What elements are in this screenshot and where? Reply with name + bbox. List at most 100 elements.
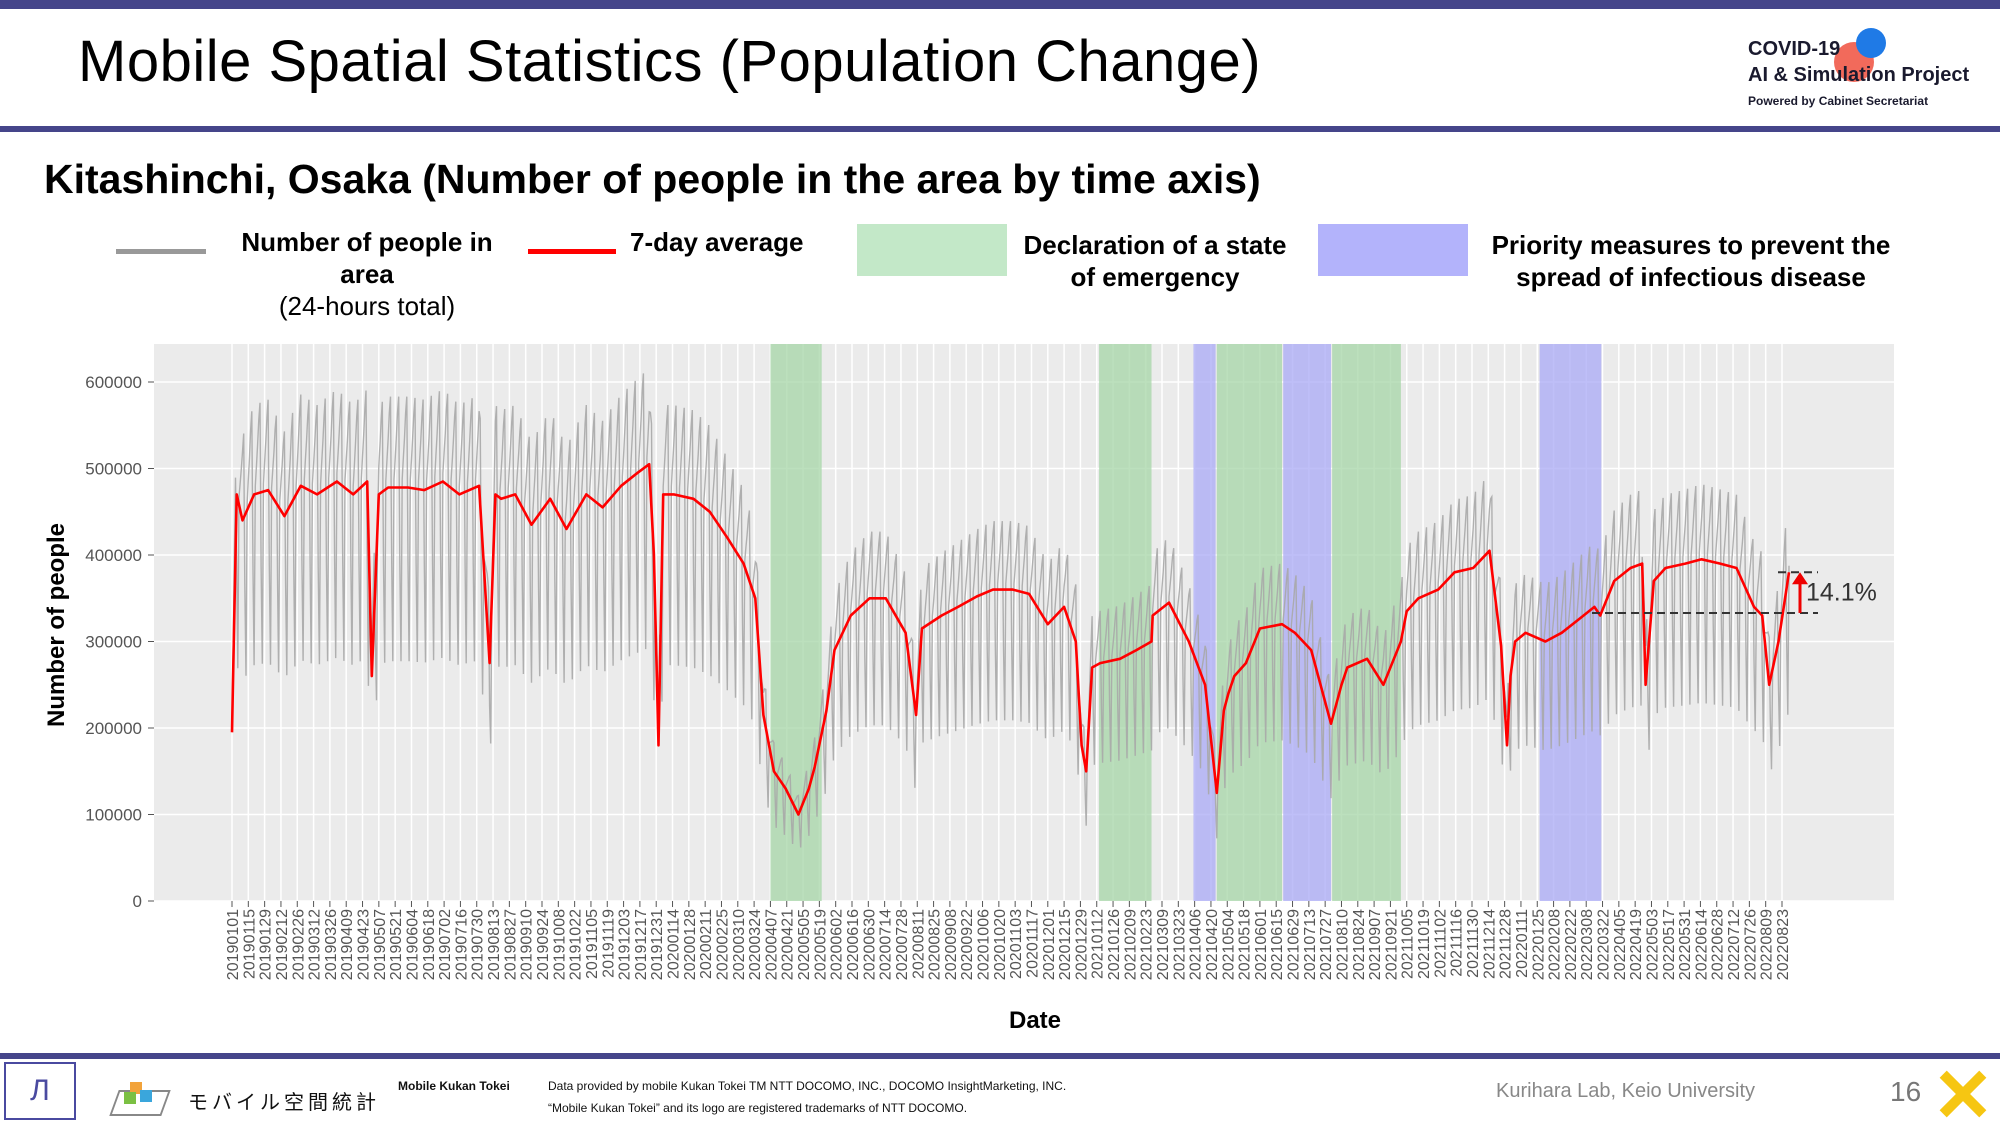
page-title: Mobile Spatial Statistics (Population Ch… — [78, 29, 1262, 94]
x-tick-label: 20190910 — [519, 909, 536, 980]
x-tick-label: 20190507 — [372, 909, 389, 980]
chart-title: Kitashinchi, Osaka (Number of people in … — [44, 156, 1261, 202]
x-tick-label: 20200310 — [731, 909, 748, 980]
credit-line-1: Data provided by mobile Kukan Tokei TM N… — [548, 1079, 1067, 1093]
x-tick-label: 20190827 — [502, 909, 519, 980]
x-tick-label: 20200728 — [894, 909, 911, 980]
x-tick-label: 20200922 — [959, 909, 976, 980]
axes-layer: 0 100000 200000 300000 400000 500000 600000 201… — [85, 373, 1792, 980]
x-tick-label: 20220405 — [1612, 909, 1629, 980]
legend-daily: Number of people in area (24-hours total… — [212, 226, 522, 322]
x-tick-label: 20190618 — [421, 909, 438, 980]
x-tick-label: 20201215 — [1057, 909, 1074, 980]
growth-percent-label: 14.1% — [1806, 579, 1877, 607]
x-tick-label: 20200811 — [910, 909, 927, 979]
x-tick-label: 20220222 — [1563, 909, 1580, 980]
x-tick-label: 20210209 — [1122, 909, 1139, 980]
x-tick-label: 20220419 — [1628, 909, 1645, 980]
x-tick-label: 20220308 — [1579, 909, 1596, 980]
x-tick-label: 20210518 — [1237, 909, 1254, 980]
x-tick-label: 20190115 — [241, 909, 258, 979]
y-tick-label: 600000 — [85, 373, 142, 392]
x-tick-label: 20210223 — [1139, 909, 1156, 980]
x-tick-label: 20190423 — [356, 909, 373, 980]
x-tick-label: 20200421 — [780, 909, 797, 980]
x-tick-label: 20210713 — [1302, 909, 1319, 980]
x-tick-label: 20190129 — [258, 909, 275, 980]
x-tick-label: 20200630 — [861, 909, 878, 980]
x-tick-label: 20190226 — [290, 909, 307, 980]
logo-line-1: COVID-19 — [1748, 38, 1841, 60]
shaded-periods — [770, 344, 1602, 901]
emergency-band — [1216, 344, 1283, 901]
top-accent-bar — [0, 0, 2000, 9]
x-tick-label: 20210727 — [1318, 909, 1335, 980]
population-chart: 0 100000 200000 300000 400000 500000 600000 201… — [43, 344, 1894, 1034]
logo-blue-dot — [1856, 28, 1886, 58]
x-tick-label: 20201201 — [1041, 909, 1058, 980]
x-tick-label: 20200324 — [747, 909, 764, 980]
y-tick-label: 200000 — [85, 719, 142, 738]
x-tick-label: 20220614 — [1693, 909, 1710, 980]
x-tick-label: 20200114 — [666, 909, 683, 979]
mobile-kukan-logo-icon — [109, 1080, 171, 1116]
x-tick-label: 20200616 — [845, 909, 862, 980]
x-tick-label: 20191231 — [649, 909, 666, 980]
x-tick-label: 20220726 — [1742, 909, 1759, 980]
x-tick-label: 20210907 — [1367, 909, 1384, 980]
x-tick-label: 20201006 — [976, 909, 993, 980]
x-tick-label: 20210406 — [1188, 909, 1205, 980]
x-tick-label: 20220322 — [1596, 909, 1613, 980]
legend-priority-swatch — [1318, 224, 1468, 276]
growth-arrow-head — [1792, 572, 1808, 585]
x-tick-label: 20201229 — [1073, 909, 1090, 980]
logo-line-2: AI & Simulation Project — [1748, 64, 1970, 86]
x-brand-icon — [1938, 1070, 1987, 1118]
x-tick-label: 20210810 — [1334, 909, 1351, 980]
x-tick-label: 20220125 — [1530, 909, 1547, 980]
x-tick-label: 20210112 — [1090, 909, 1107, 979]
x-tick-label: 20211005 — [1400, 909, 1417, 979]
x-tick-label: 20220517 — [1661, 909, 1678, 980]
x-tick-label: 20200519 — [812, 909, 829, 980]
x-tick-label: 20190716 — [453, 909, 470, 980]
seven-day-average-line — [230, 462, 1791, 816]
page-number: 16 — [1890, 1076, 1922, 1107]
x-tick-label: 20190702 — [437, 909, 454, 980]
legend-avg-label: 7-day average — [630, 227, 804, 257]
project-logo: COVID-19 AI & Simulation Project Powered… — [1740, 24, 1990, 114]
x-tick-label: 20191119 — [600, 909, 617, 978]
legend-emergency-label-1: Declaration of a state — [1023, 230, 1287, 260]
x-tick-label: 20200505 — [796, 909, 813, 980]
x-tick-label: 20190924 — [535, 909, 552, 980]
x-tick-label: 20210615 — [1269, 909, 1286, 980]
lab-credit: Kurihara Lab, Keio University — [1496, 1080, 1756, 1102]
credit-line-2: “Mobile Kukan Tokei” and its logo are re… — [548, 1101, 968, 1115]
emergency-band — [770, 344, 822, 901]
x-tick-label: 20220712 — [1726, 909, 1743, 980]
legend-emergency-label-2: of emergency — [1070, 262, 1240, 292]
legend-emergency-swatch — [857, 224, 1007, 276]
x-tick-label: 20211102 — [1432, 909, 1449, 978]
legend-priority-label-1: Priority measures to prevent the — [1491, 230, 1891, 260]
x-tick-label: 20211116 — [1449, 909, 1466, 977]
y-tick-label: 500000 — [85, 460, 142, 479]
logo-line-3: Powered by Cabinet Secretariat — [1748, 94, 1929, 108]
x-tick-label: 20191203 — [617, 909, 634, 980]
brand-label: Mobile Kukan Tokei — [398, 1079, 510, 1093]
x-tick-label: 20210921 — [1383, 909, 1400, 980]
x-tick-label: 20211228 — [1498, 909, 1515, 979]
x-tick-label: 20220111 — [1514, 909, 1531, 978]
average-series — [230, 462, 1791, 816]
x-tick-label: 20190326 — [323, 909, 340, 980]
y-tick-label: 400000 — [85, 546, 142, 565]
x-tick-label: 20190521 — [388, 909, 405, 980]
x-tick-label: 20190604 — [404, 909, 421, 980]
x-tick-label: 20201103 — [1008, 909, 1025, 979]
growth-annotation: 14.1% — [1592, 571, 1877, 614]
x-tick-label: 20200602 — [829, 909, 846, 980]
x-tick-label: 20220531 — [1677, 909, 1694, 980]
x-tick-label: 20190409 — [339, 909, 356, 980]
x-tick-label: 20220809 — [1759, 909, 1776, 980]
x-tick-label: 20210504 — [1220, 909, 1237, 980]
